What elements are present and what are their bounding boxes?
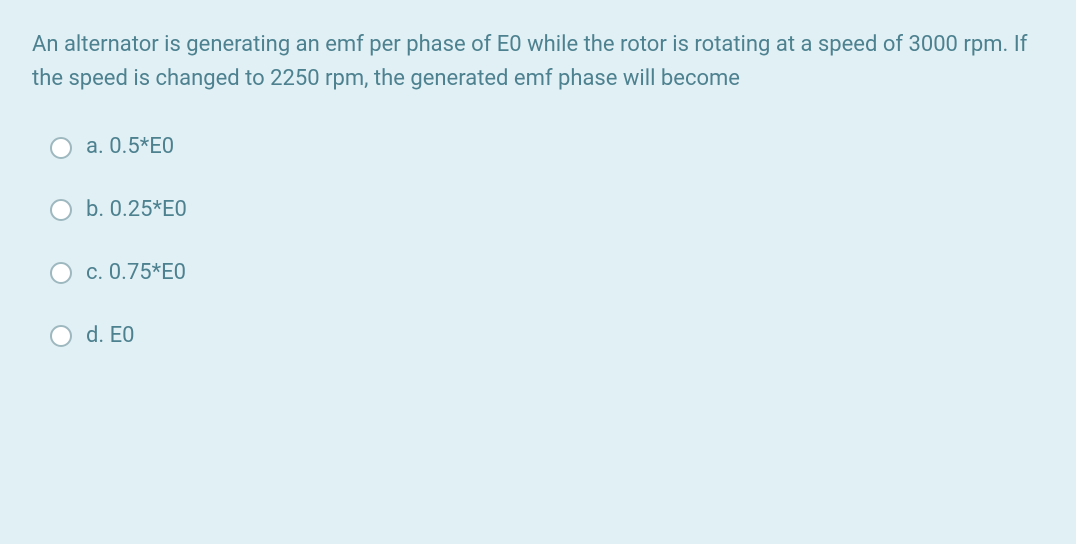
question-text: An alternator is generating an emf per p… [32,28,1044,96]
option-label-b: b. 0.25*E0 [86,195,187,226]
radio-button-a[interactable] [50,137,72,159]
radio-button-b[interactable] [50,199,72,221]
option-label-a: a. 0.5*E0 [86,132,174,163]
option-a[interactable]: a. 0.5*E0 [50,132,1044,163]
option-c[interactable]: c. 0.75*E0 [50,258,1044,289]
option-d[interactable]: d. E0 [50,321,1044,352]
option-label-c: c. 0.75*E0 [86,258,186,289]
radio-button-d[interactable] [50,325,72,347]
radio-button-c[interactable] [50,262,72,284]
option-b[interactable]: b. 0.25*E0 [50,195,1044,226]
options-container: a. 0.5*E0 b. 0.25*E0 c. 0.75*E0 d. E0 [32,132,1044,351]
option-label-d: d. E0 [86,321,135,352]
